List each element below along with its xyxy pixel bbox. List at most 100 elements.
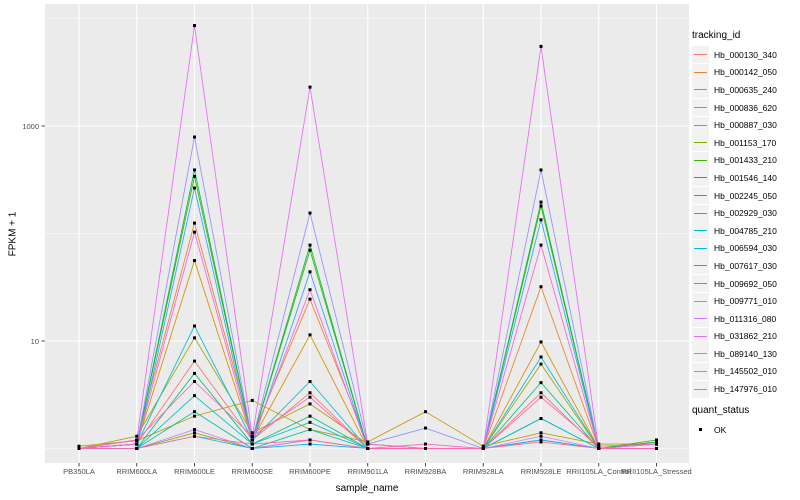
data-point	[366, 447, 370, 450]
data-point	[539, 44, 543, 48]
y-tick-label: 10	[30, 336, 39, 346]
y-axis-title: FPKM + 1	[7, 211, 19, 257]
data-point	[193, 259, 196, 263]
legend-color-line-icon	[694, 265, 707, 267]
legend-item-label: OK	[714, 424, 727, 435]
data-point	[539, 362, 543, 366]
legend-key	[692, 222, 709, 240]
data-point	[308, 270, 312, 274]
x-axis-title: sample_name	[335, 483, 399, 494]
legend-item-label: Hb_007617_030	[714, 260, 777, 271]
data-point	[77, 447, 81, 450]
legend-key	[692, 362, 709, 380]
data-point	[193, 324, 196, 328]
legend-key	[692, 310, 709, 328]
legend-key	[692, 275, 709, 293]
legend-item-label: Hb_001153_170	[714, 137, 777, 148]
data-point	[655, 442, 658, 446]
legend-color-line-icon	[694, 247, 707, 249]
legend-item-label: Hb_000130_340	[714, 49, 777, 60]
legend-items: Hb_000130_340 Hb_000142_050 Hb_000635_240 H…	[692, 46, 777, 398]
legend-color-line-icon	[694, 124, 707, 126]
ok-point-marker-key	[692, 421, 709, 438]
data-point	[539, 200, 543, 204]
data-point	[539, 218, 543, 222]
legend-item-label: Hb_001433_210	[714, 155, 777, 166]
data-point	[250, 431, 254, 435]
data-point	[539, 243, 543, 247]
data-point	[308, 380, 312, 384]
legend-item-Hb_007617_030: Hb_007617_030	[692, 257, 777, 275]
legend-key	[692, 46, 709, 64]
data-point	[250, 434, 254, 438]
data-point	[193, 135, 196, 139]
legend-color-line-icon	[694, 71, 707, 73]
legend-item-Hb_002245_050: Hb_002245_050	[692, 187, 777, 205]
x-tick-label: RRIM600LE	[174, 467, 215, 476]
data-point	[481, 444, 485, 448]
legend-item-Hb_147976_010: Hb_147976_010	[692, 380, 777, 398]
legend-item-Hb_031862_210: Hb_031862_210	[692, 327, 777, 346]
legend-item-label: Hb_000635_240	[714, 84, 777, 95]
legend-color-line-icon	[694, 195, 707, 197]
legend-key	[692, 151, 709, 169]
data-point	[366, 440, 370, 444]
x-tick-label: RRIM600LA	[116, 467, 158, 476]
x-tick-label: RRIM928LE	[520, 467, 562, 476]
legend-item-Hb_001153_170: Hb_001153_170	[692, 134, 777, 152]
data-point	[308, 402, 312, 406]
data-point	[539, 434, 543, 438]
x-tick-label: PB350LA	[63, 467, 95, 476]
legend-item-label: Hb_009692_050	[714, 278, 777, 289]
legend-item-ok: OK	[692, 421, 777, 439]
legend-color-line-icon	[694, 300, 707, 302]
legend-item-Hb_145502_010: Hb_145502_010	[692, 362, 777, 381]
data-point	[135, 434, 139, 438]
legend-key	[692, 345, 709, 363]
legend-color-line-icon	[694, 159, 707, 161]
legend-item-Hb_000130_340: Hb_000130_340	[692, 46, 777, 64]
data-point	[308, 297, 312, 301]
data-point	[250, 398, 254, 402]
legend-color-line-icon	[694, 177, 707, 179]
x-tick-label: RRII105LA_Stressed	[621, 467, 692, 476]
legend-item-Hb_009771_010: Hb_009771_010	[692, 292, 777, 310]
data-point	[193, 434, 196, 438]
square-point-icon	[698, 427, 703, 432]
data-point	[424, 410, 427, 414]
legend-key	[692, 257, 709, 275]
data-point	[308, 288, 312, 292]
legend-item-label: Hb_011316_080	[714, 313, 777, 324]
legend-item-label: Hb_001546_140	[714, 172, 777, 183]
data-point	[308, 391, 312, 395]
legend-color-line-icon	[694, 142, 707, 144]
data-point	[597, 442, 601, 446]
data-point	[539, 438, 543, 442]
legend-color-line-icon	[694, 89, 707, 91]
data-point	[424, 442, 427, 446]
legend-key	[692, 169, 709, 187]
legend-title-quant-status: quant_status	[692, 404, 750, 416]
data-point	[193, 359, 196, 363]
data-point	[655, 438, 658, 442]
data-point	[308, 438, 312, 442]
legend-color-line-icon	[694, 283, 707, 285]
legend-key	[692, 116, 709, 134]
data-point	[193, 168, 196, 172]
legend-color-line-icon	[694, 388, 707, 390]
data-point	[308, 243, 312, 247]
legend-item-label: Hb_002929_030	[714, 208, 777, 219]
legend-color-line-icon	[694, 335, 707, 337]
data-point	[135, 442, 139, 446]
x-tick-label: RRII105LA_Control	[566, 467, 632, 476]
data-point	[655, 440, 658, 444]
legend-item-Hb_001433_210: Hb_001433_210	[692, 151, 777, 170]
legend-color-line-icon	[694, 212, 707, 214]
data-point	[193, 186, 196, 190]
data-point	[597, 447, 601, 450]
legend: tracking_id Hb_000130_340 Hb_000142_050 Hb…	[692, 30, 777, 438]
data-point	[250, 447, 254, 450]
legend-color-line-icon	[694, 54, 707, 56]
data-point	[539, 285, 543, 289]
